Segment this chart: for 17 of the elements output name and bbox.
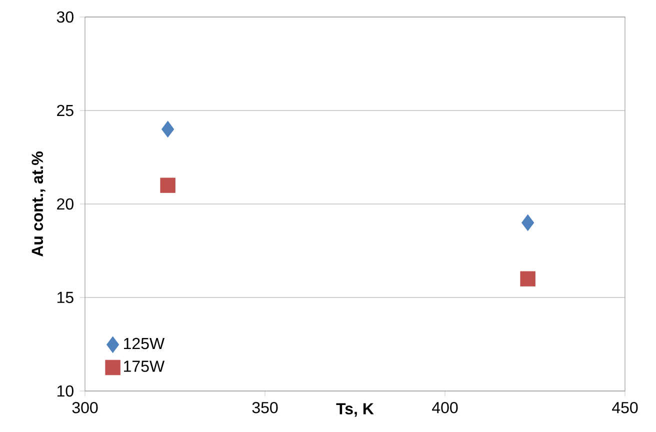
point	[522, 214, 534, 231]
x-tick-label: 350	[252, 402, 278, 414]
legend-label: 175W	[124, 360, 165, 372]
x-tick-label: 300	[72, 402, 98, 414]
point	[162, 120, 174, 138]
y-tick-label: 20	[57, 198, 74, 210]
y-tick-label: 10	[57, 385, 74, 397]
y-tick-label: 25	[57, 104, 74, 116]
x-axis-title: Ts, K	[336, 403, 374, 417]
x-tick-label: 400	[432, 402, 458, 414]
point	[160, 178, 176, 193]
legend-label: 125W	[124, 338, 165, 350]
y-tick-label: 30	[56, 11, 74, 23]
y-tick-label: 15	[57, 292, 74, 304]
x-tick-label: 450	[612, 402, 638, 414]
point	[520, 271, 536, 286]
y-axis-title: Au cont., at.%	[32, 152, 46, 256]
